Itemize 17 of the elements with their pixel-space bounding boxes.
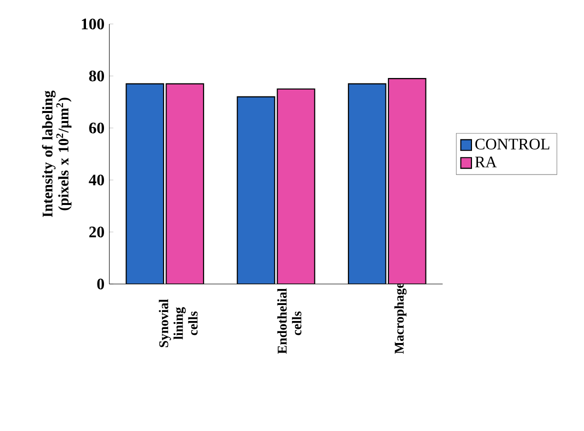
bar — [276, 88, 316, 284]
legend-label: RA — [475, 156, 497, 168]
bar — [126, 83, 164, 284]
legend-label: CONTROL — [475, 138, 550, 150]
bar — [236, 96, 276, 284]
bar — [388, 78, 426, 284]
bar — [166, 83, 204, 284]
y-tick-label: 40 — [88, 174, 104, 186]
y-tick-label: 20 — [89, 226, 104, 238]
y-tick-label: 100 — [82, 18, 104, 30]
y-tick-label: 60 — [89, 122, 104, 134]
y-tick-label: 80 — [89, 70, 104, 82]
x-tick-label: Macrophage — [394, 282, 407, 354]
y-tick-label: 0 — [97, 278, 104, 290]
bar — [348, 83, 386, 284]
x-tick-label: Endothelial cells — [277, 288, 302, 354]
x-tick-label: Synovial lining cells — [158, 299, 198, 348]
